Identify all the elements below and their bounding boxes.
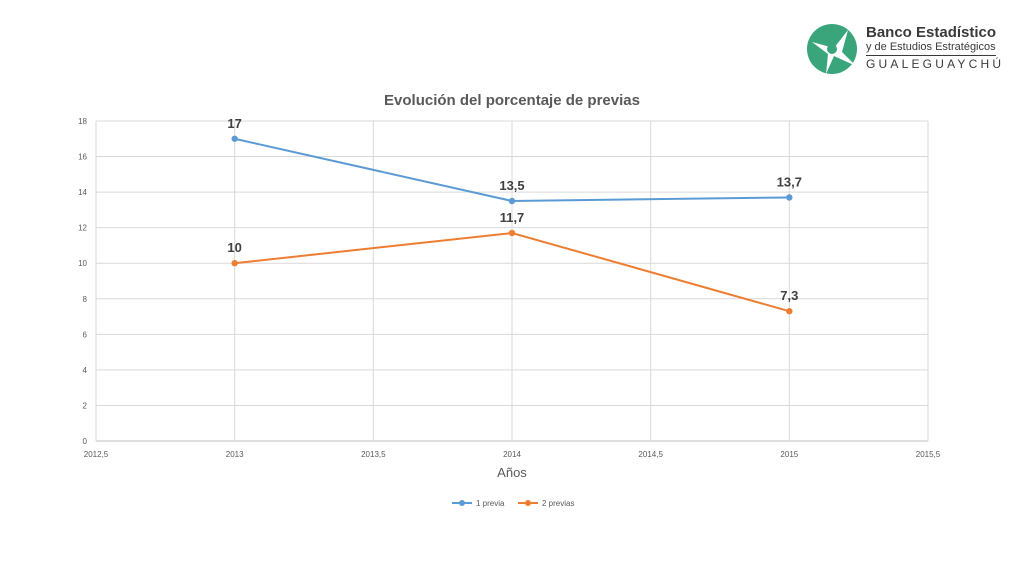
grid xyxy=(95,120,929,442)
x-tick-label: 2013 xyxy=(226,450,244,459)
data-label: 7,3 xyxy=(780,288,798,303)
data-point xyxy=(231,135,238,142)
x-tick-label: 2014,5 xyxy=(638,450,663,459)
logo-city: GUALEGUAYCHÚ xyxy=(866,57,1005,71)
y-tick-label: 6 xyxy=(83,330,88,339)
y-tick-label: 16 xyxy=(78,153,87,162)
x-tick-label: 2015 xyxy=(780,450,798,459)
bird-logo-icon xyxy=(807,24,857,74)
legend-label: 1 previa xyxy=(476,499,505,508)
logo-subtitle: y de Estudios Estratégicos xyxy=(866,41,996,53)
data-label: 13,7 xyxy=(777,174,802,189)
series-lines xyxy=(231,135,793,315)
tick-labels: 0 2 4 6 8 10 12 14 16 18 2012,5 2013 2013,5 2014 2014,… xyxy=(78,117,941,459)
logo-title: Banco Estadístico xyxy=(866,24,997,41)
data-point xyxy=(786,308,793,315)
legend-marker xyxy=(525,500,531,506)
x-tick-label: 2015,5 xyxy=(916,450,941,459)
legend-label: 2 previas xyxy=(542,499,574,508)
y-tick-label: 14 xyxy=(78,188,87,197)
y-tick-label: 10 xyxy=(78,259,87,268)
legend: 1 previa 2 previas xyxy=(452,499,574,508)
bank-logo: Banco Estadístico y de Estudios Estratég… xyxy=(804,22,1004,78)
y-tick-label: 12 xyxy=(78,224,87,233)
x-tick-label: 2013,5 xyxy=(361,450,386,459)
y-tick-label: 4 xyxy=(83,366,88,375)
x-axis-title: Años xyxy=(497,465,527,480)
data-labels: 17 13,5 13,7 10 11,7 7,3 xyxy=(227,116,802,303)
data-label: 17 xyxy=(227,116,241,131)
y-tick-label: 0 xyxy=(83,437,88,446)
data-point xyxy=(231,260,238,267)
x-tick-label: 2014 xyxy=(503,450,521,459)
data-point xyxy=(508,229,516,237)
data-label: 11,7 xyxy=(500,210,525,225)
legend-marker xyxy=(459,500,465,506)
y-tick-label: 18 xyxy=(78,117,87,126)
y-tick-label: 8 xyxy=(83,295,88,304)
data-label: 10 xyxy=(227,240,241,255)
x-tick-label: 2012,5 xyxy=(84,450,109,459)
chart-title: Evolución del porcentaje de previas xyxy=(384,92,640,109)
y-tick-label: 2 xyxy=(83,401,88,410)
data-point xyxy=(786,194,793,201)
logo-divider xyxy=(866,55,996,56)
data-point xyxy=(508,197,516,205)
data-label: 13,5 xyxy=(499,178,524,193)
